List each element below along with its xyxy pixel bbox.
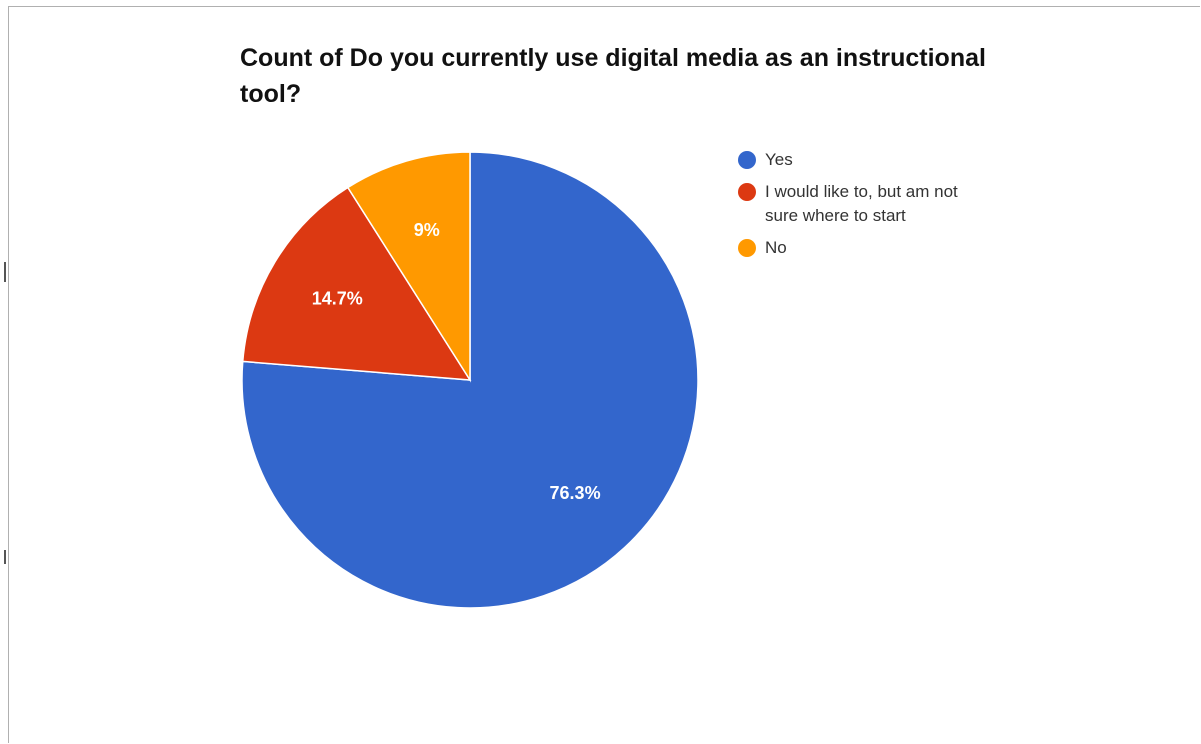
legend-swatch xyxy=(738,183,756,201)
edge-marker xyxy=(4,550,6,564)
slice-label-1: 14.7% xyxy=(312,289,363,309)
edge-marker xyxy=(4,262,6,282)
legend-label: Yes xyxy=(765,150,793,169)
slice-label-0: 76.3% xyxy=(550,483,601,503)
pie-slice-1[interactable] xyxy=(241,186,472,381)
chart-title: Count of Do you currently use digital me… xyxy=(240,44,986,108)
slice-label-2: 9% xyxy=(414,220,440,240)
legend-item[interactable]: No xyxy=(738,236,998,260)
legend-item[interactable]: I would like to, but am not sure where t… xyxy=(738,180,998,228)
legend-swatch xyxy=(738,239,756,257)
legend-label: No xyxy=(765,238,787,257)
legend-label: I would like to, but am not sure where t… xyxy=(765,182,958,225)
legend-item[interactable]: Yes xyxy=(738,148,998,172)
legend: Yes I would like to, but am not sure wher… xyxy=(738,148,998,268)
pie-slice-2[interactable] xyxy=(346,151,471,383)
legend-swatch xyxy=(738,151,756,169)
